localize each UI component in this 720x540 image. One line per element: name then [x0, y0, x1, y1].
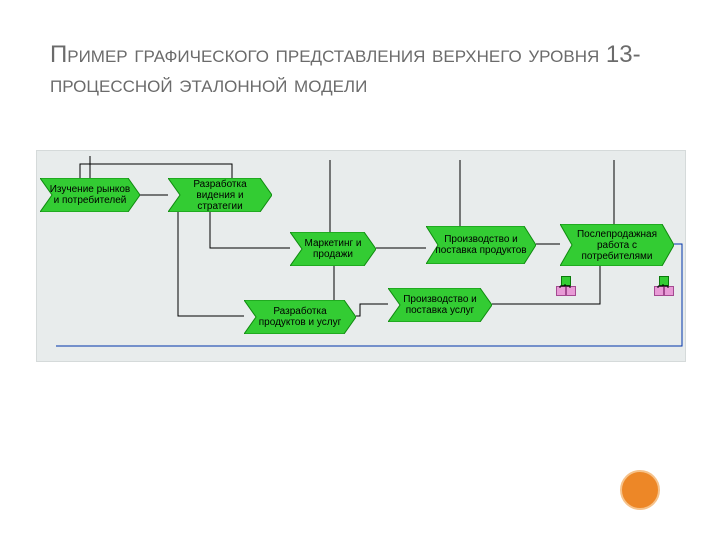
process-node: Послепродажная работа с потребителями — [560, 224, 674, 266]
process-node: Разработка продуктов и услуг — [244, 300, 356, 334]
process-node-label: Изучение рынков и потребителей — [40, 178, 140, 212]
subprocess-icon — [556, 276, 574, 294]
slide-title: Пример графического представления верхне… — [50, 40, 650, 100]
process-node: Производство и поставка услуг — [388, 288, 492, 322]
process-node-label: Производство и поставка продуктов — [426, 226, 536, 264]
process-node-label: Маркетинг и продажи — [290, 232, 376, 266]
process-node: Маркетинг и продажи — [290, 232, 376, 266]
process-node: Разработка видения и стратегии — [168, 178, 272, 212]
process-node-label: Производство и поставка услуг — [388, 288, 492, 322]
slide: Пример графического представления верхне… — [0, 0, 720, 540]
subprocess-icon — [654, 276, 672, 294]
process-node-label: Разработка продуктов и услуг — [244, 300, 356, 334]
process-node-label: Разработка видения и стратегии — [168, 178, 272, 212]
process-node: Изучение рынков и потребителей — [40, 178, 140, 212]
process-node: Производство и поставка продуктов — [426, 226, 536, 264]
process-node-label: Послепродажная работа с потребителями — [560, 224, 674, 266]
accent-circle — [620, 470, 660, 510]
